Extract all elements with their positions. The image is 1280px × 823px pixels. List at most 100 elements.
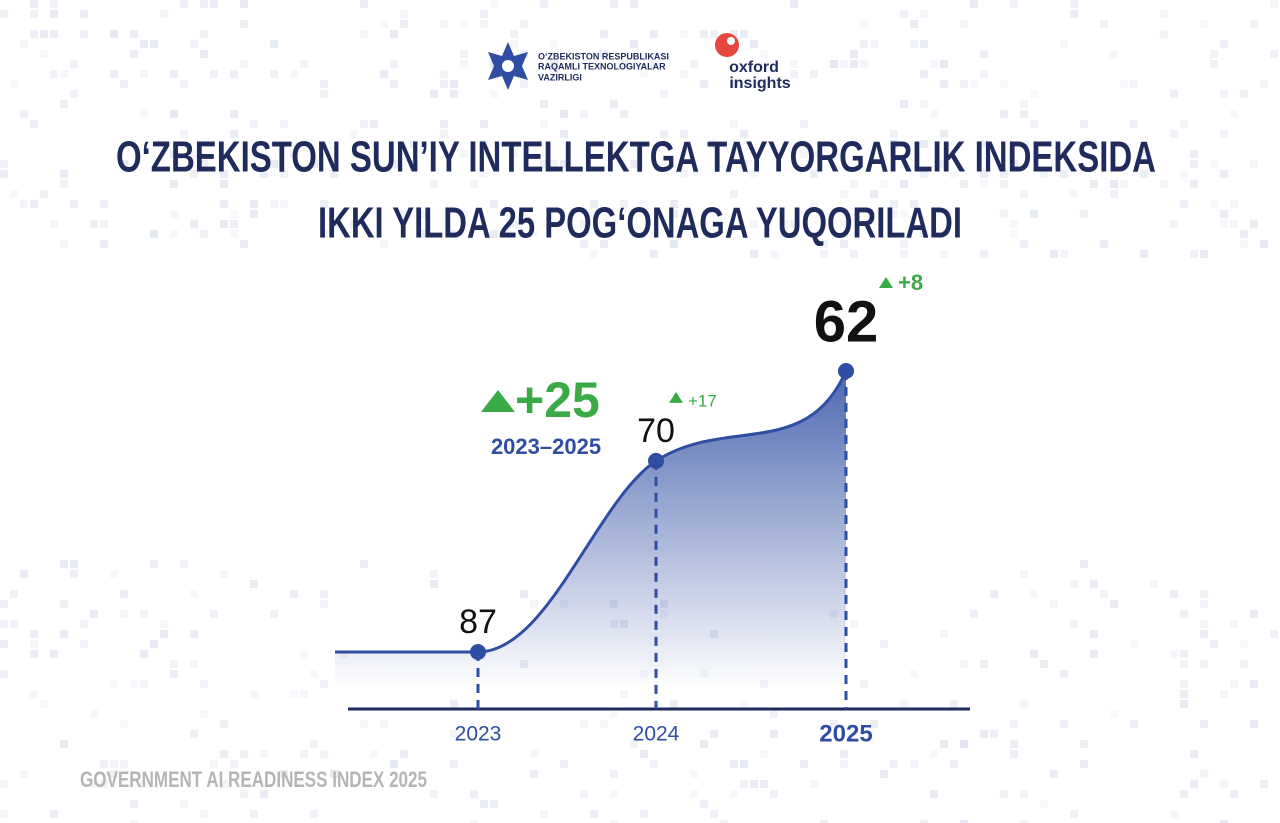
bg-square (1190, 250, 1198, 258)
bg-square (670, 210, 678, 218)
bg-square (1020, 100, 1028, 108)
bg-square (290, 590, 298, 598)
bg-square (1000, 180, 1008, 188)
bg-square (920, 230, 928, 238)
bg-square (1110, 710, 1118, 718)
bg-square (330, 770, 338, 778)
bg-square (1100, 20, 1108, 28)
bg-square (30, 10, 38, 18)
bg-square (1230, 680, 1238, 688)
bg-square (580, 790, 588, 798)
bg-square (200, 30, 208, 38)
bg-square (80, 640, 88, 648)
bg-square (610, 770, 618, 778)
bg-square (240, 750, 248, 758)
bg-square (380, 20, 388, 28)
bg-square (1070, 0, 1078, 8)
bg-square (10, 190, 18, 198)
bg-square (680, 210, 688, 218)
bg-square (1110, 190, 1118, 198)
bg-square (680, 130, 688, 138)
bg-square (890, 210, 898, 218)
bg-square (950, 760, 958, 768)
x-tick-label: 2024 (633, 723, 680, 746)
bg-square (1250, 160, 1258, 168)
bg-square (220, 180, 228, 188)
bg-square (100, 220, 108, 228)
bg-square (1060, 40, 1068, 48)
bg-square (910, 760, 918, 768)
bg-square (490, 230, 498, 238)
total-period: 2023–2025 (491, 434, 601, 459)
bg-square (610, 790, 618, 798)
bg-square (1230, 200, 1238, 208)
bg-square (150, 230, 158, 238)
bg-square (1060, 670, 1068, 678)
bg-square (60, 180, 68, 188)
bg-square (550, 40, 558, 48)
bg-square (1200, 770, 1208, 778)
bg-square (130, 50, 138, 58)
bg-square (930, 60, 938, 68)
bg-square (480, 800, 488, 808)
bg-square (1110, 180, 1118, 188)
bg-square (1070, 620, 1078, 628)
bg-square (1260, 240, 1268, 248)
bg-square (1010, 720, 1018, 728)
bg-square (900, 210, 908, 218)
bg-square (250, 120, 258, 128)
bg-square (610, 0, 618, 8)
bg-square (130, 800, 138, 808)
bg-square (690, 770, 698, 778)
bg-square (470, 820, 478, 823)
bg-square (220, 170, 228, 178)
bg-square (700, 740, 708, 748)
bg-square (750, 780, 758, 788)
bg-square (450, 700, 458, 708)
bg-square (710, 140, 718, 148)
bg-square (160, 620, 168, 628)
bg-square (20, 570, 28, 578)
bg-square (590, 200, 598, 208)
bg-square (140, 780, 148, 788)
bg-square (760, 750, 768, 758)
bg-square (440, 70, 448, 78)
bg-square (630, 160, 638, 168)
bg-square (520, 80, 528, 88)
bg-square (940, 740, 948, 748)
bg-square (60, 560, 68, 568)
bg-square (1020, 700, 1028, 708)
bg-square (190, 660, 198, 668)
bg-square (50, 30, 58, 38)
bg-square (700, 80, 708, 88)
bg-square (1180, 610, 1188, 618)
bg-square (1010, 220, 1018, 228)
bg-square (940, 250, 948, 258)
bg-square (270, 610, 278, 618)
bg-square (1200, 660, 1208, 668)
bg-square (140, 110, 148, 118)
bg-square (960, 80, 968, 88)
bg-square (1010, 750, 1018, 758)
bg-square (1180, 790, 1188, 798)
bg-square (30, 0, 38, 8)
bg-square (1190, 160, 1198, 168)
bg-square (1020, 820, 1028, 823)
bg-square (160, 10, 168, 18)
bg-square (1160, 10, 1168, 18)
bg-square (580, 220, 588, 228)
bg-square (510, 220, 518, 228)
bg-square (220, 200, 228, 208)
bg-square (150, 640, 158, 648)
bg-square (150, 560, 158, 568)
bg-square (390, 80, 398, 88)
bg-square (590, 810, 598, 818)
bg-square (1110, 600, 1118, 608)
bg-square (460, 50, 468, 58)
bg-square (20, 200, 28, 208)
bg-square (740, 700, 748, 708)
bg-square (220, 720, 228, 728)
bg-square (230, 70, 238, 78)
bg-square (1000, 790, 1008, 798)
